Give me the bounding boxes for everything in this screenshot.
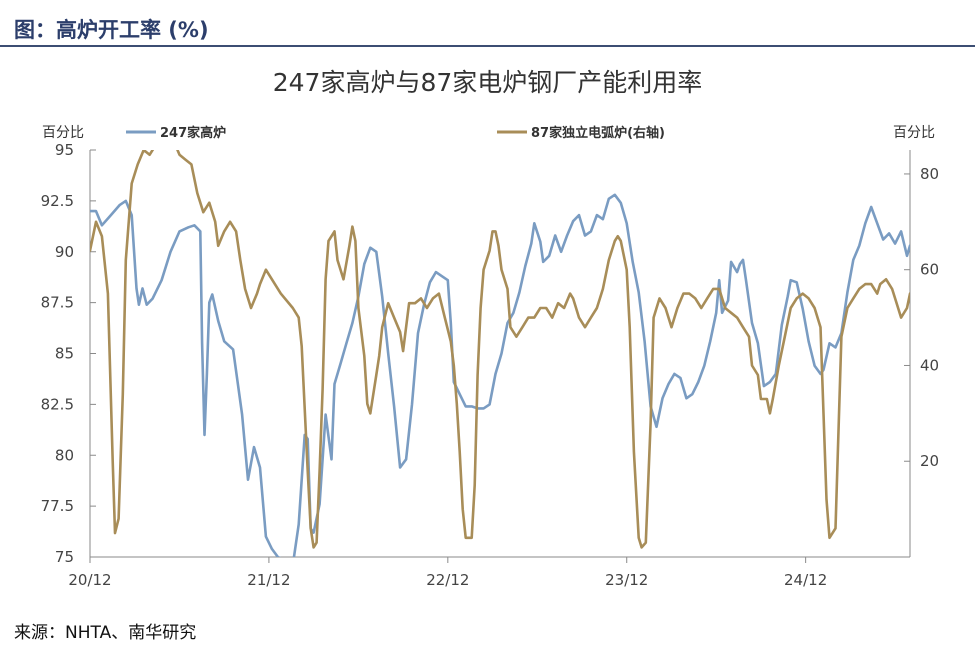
chart-title: 247家高炉与87家电炉钢厂产能利用率 <box>272 68 703 97</box>
right-tick-label: 40 <box>920 356 939 374</box>
right-tick-label: 80 <box>920 165 939 183</box>
caption-divider <box>0 45 975 47</box>
left-tick-label: 92.5 <box>41 192 74 210</box>
x-tick-label: 24/12 <box>784 571 827 589</box>
x-tick-label: 21/12 <box>247 571 290 589</box>
left-tick-label: 90 <box>55 243 74 261</box>
left-axis-unit: 百分比 <box>42 125 84 141</box>
left-tick-label: 85 <box>55 345 74 363</box>
x-tick-label: 20/12 <box>68 571 111 589</box>
series-line-electric-arc <box>90 150 910 549</box>
left-tick-labels: 95 92.5 90 87.5 85 82.5 80 77.5 75 <box>41 141 96 566</box>
source-note: 来源：NHTA、南华研究 <box>14 623 197 643</box>
x-tick-label: 22/12 <box>426 571 469 589</box>
legend-label-electric-arc: 87家独立电弧炉(右轴) <box>531 125 665 141</box>
left-tick-label: 75 <box>55 548 74 566</box>
series-line-blast-furnace <box>90 193 910 557</box>
x-tick-label: 23/12 <box>605 571 648 589</box>
right-tick-labels: 80 60 40 20 <box>904 165 939 470</box>
left-tick-label: 95 <box>55 141 74 159</box>
right-tick-label: 20 <box>920 452 939 470</box>
right-tick-label: 60 <box>920 261 939 279</box>
right-axis-unit: 百分比 <box>893 125 935 141</box>
x-tick-labels: 20/12 21/12 22/12 23/12 24/12 <box>68 557 827 589</box>
legend-label-blast-furnace: 247家高炉 <box>160 125 226 141</box>
left-tick-label: 87.5 <box>41 294 74 312</box>
left-tick-label: 82.5 <box>41 395 74 413</box>
series-layer <box>90 150 910 557</box>
left-tick-label: 77.5 <box>41 497 74 515</box>
left-tick-label: 80 <box>55 446 74 464</box>
figure-caption: 图：高炉开工率 (%) <box>14 18 209 42</box>
